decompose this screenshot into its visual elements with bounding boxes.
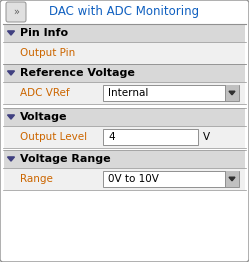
Bar [225,171,239,187]
Polygon shape [229,91,235,95]
Bar [4,190,245,259]
Text: Internal: Internal [108,88,148,98]
Text: Range: Range [20,174,53,184]
Text: Voltage: Voltage [20,112,67,122]
Bar [103,129,198,145]
Bar [4,150,245,168]
Bar [4,82,245,104]
Polygon shape [7,157,14,161]
Text: »: » [13,7,19,17]
Text: Pin Info: Pin Info [20,28,68,38]
Bar [4,64,245,82]
Text: 0V to 10V: 0V to 10V [108,174,159,184]
Bar [4,42,245,64]
Polygon shape [7,71,14,75]
Bar [103,85,239,101]
Text: V: V [203,132,210,142]
Text: Output Pin: Output Pin [20,48,75,58]
Polygon shape [7,31,14,35]
Bar [103,171,239,187]
Text: ADC VRef: ADC VRef [20,88,70,98]
Text: Voltage Range: Voltage Range [20,154,111,164]
Polygon shape [229,177,235,181]
Text: Reference Voltage: Reference Voltage [20,68,135,78]
Polygon shape [7,115,14,119]
Text: 4: 4 [108,132,115,142]
Text: Output Level: Output Level [20,132,87,142]
Bar [4,108,245,126]
Bar [4,24,245,42]
Bar [4,168,245,190]
FancyBboxPatch shape [6,2,26,22]
Bar [225,85,239,101]
Bar [4,126,245,148]
Text: DAC with ADC Monitoring: DAC with ADC Monitoring [50,6,199,19]
